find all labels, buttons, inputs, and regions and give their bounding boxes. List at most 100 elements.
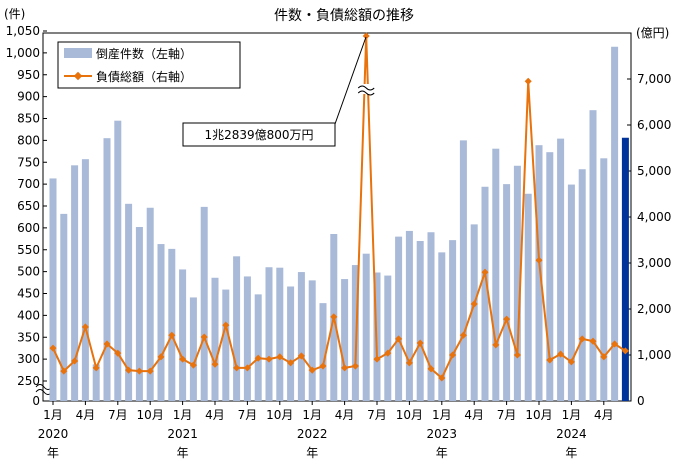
right-tick-label: 7,000 — [637, 72, 671, 86]
x-tick-label: 7月 — [367, 408, 387, 422]
line-point — [135, 367, 143, 375]
x-tick-label: 1月 — [302, 408, 322, 422]
bar — [470, 224, 478, 401]
bar — [308, 280, 316, 401]
x-tick-label: 4月 — [335, 408, 355, 422]
x-tick-label: 4月 — [594, 408, 614, 422]
right-tick-label: 3,000 — [637, 256, 671, 270]
left-tick-label: 400 — [17, 308, 40, 322]
line-point — [438, 374, 446, 382]
bar — [589, 110, 597, 401]
line-point — [470, 300, 478, 308]
bar — [103, 138, 111, 401]
annotation-callout: 1兆2839億800万円 — [182, 36, 367, 147]
left-tick-label: 900 — [17, 90, 40, 104]
line-point — [200, 333, 208, 341]
line-point — [535, 256, 543, 264]
line-point — [600, 353, 608, 361]
x-tick-label: 1月 — [562, 408, 582, 422]
bar — [621, 137, 629, 401]
line-point — [362, 32, 370, 40]
line-point — [384, 349, 392, 357]
line-point — [492, 341, 500, 349]
line-point — [114, 349, 122, 357]
bar — [49, 178, 57, 401]
year-suffix: 年 — [306, 446, 318, 460]
left-tick-label: 500 — [17, 265, 40, 279]
left-tick-label: 600 — [17, 221, 40, 235]
year-label: 2024 — [556, 427, 587, 441]
left-tick-label: 1,050 — [6, 24, 40, 38]
bar — [233, 256, 241, 401]
bar — [265, 267, 273, 401]
line-point — [81, 323, 89, 331]
left-tick-label: 1,000 — [6, 46, 40, 60]
line-point — [395, 335, 403, 343]
line-point — [189, 361, 197, 369]
left-tick-label: 550 — [17, 243, 40, 257]
left-tick-label: 450 — [17, 287, 40, 301]
line-point — [481, 268, 489, 276]
bar — [362, 253, 370, 401]
line-point — [459, 331, 467, 339]
bar — [449, 240, 457, 401]
line-point — [157, 353, 165, 361]
year-label: 2023 — [427, 427, 458, 441]
line-point — [341, 364, 349, 372]
line-point — [351, 362, 359, 370]
bar — [492, 148, 500, 401]
bar — [557, 138, 565, 401]
year-label: 2021 — [167, 427, 198, 441]
line-point — [589, 337, 597, 345]
bar — [351, 265, 359, 401]
bar — [189, 297, 197, 401]
line-point — [146, 367, 154, 375]
bar — [513, 165, 521, 401]
right-axis-label: (億円) — [636, 26, 669, 40]
callout-leader-line — [334, 36, 367, 125]
bar — [319, 303, 327, 401]
bar — [92, 364, 100, 401]
line-point — [92, 364, 100, 372]
left-tick-label: 750 — [17, 155, 40, 169]
bar — [427, 232, 435, 401]
bar — [168, 248, 176, 401]
left-tick-label: 800 — [17, 133, 40, 147]
line-point — [330, 313, 338, 321]
bar — [578, 169, 586, 401]
line-point — [621, 347, 629, 355]
line-point — [125, 366, 133, 374]
x-tick-label: 1月 — [43, 408, 63, 422]
line-point — [513, 351, 521, 359]
x-tick-label: 4月 — [205, 408, 225, 422]
bar — [611, 46, 619, 401]
line-point — [49, 344, 57, 352]
left-tick-label: 650 — [17, 199, 40, 213]
line-point — [416, 339, 424, 347]
year-suffix: 年 — [177, 446, 189, 460]
line-point — [503, 315, 511, 323]
line-point — [567, 358, 575, 366]
x-tick-label: 4月 — [464, 408, 484, 422]
line-point — [211, 360, 219, 368]
bar — [81, 159, 89, 401]
bar — [146, 207, 154, 401]
x-tick-label: 10月 — [525, 408, 552, 422]
line-point — [524, 77, 532, 85]
bar — [243, 276, 251, 401]
bar — [535, 145, 543, 401]
line-point — [243, 364, 251, 372]
line-point — [179, 355, 187, 363]
line-point — [557, 350, 565, 358]
bar — [200, 206, 208, 401]
bar — [503, 184, 511, 401]
bar — [567, 184, 575, 401]
left-tick-label: 350 — [17, 330, 40, 344]
year-suffix: 年 — [436, 446, 448, 460]
bar — [405, 230, 413, 401]
x-tick-label: 7月 — [108, 408, 128, 422]
x-tick-label: 1月 — [432, 408, 452, 422]
bar — [546, 152, 554, 401]
right-tick-label: 0 — [637, 394, 645, 408]
